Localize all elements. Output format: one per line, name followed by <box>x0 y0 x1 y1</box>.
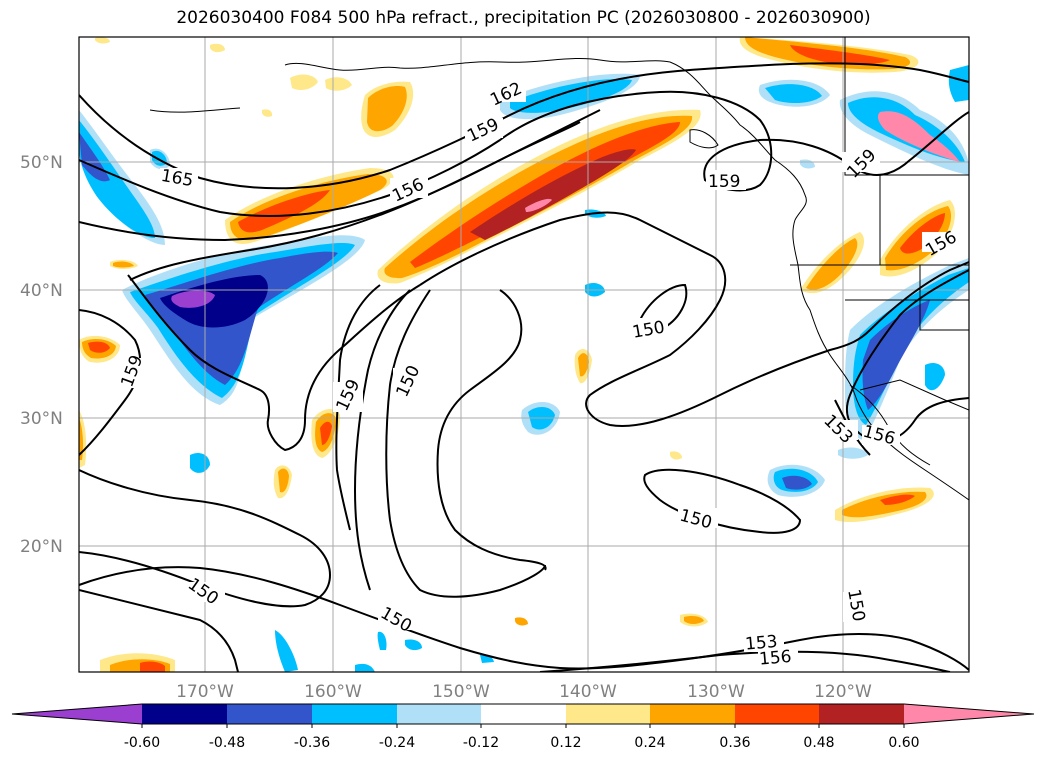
colorbar-bin <box>142 704 227 724</box>
shaded-precipitation <box>79 37 969 672</box>
colorbar-bin <box>735 704 819 724</box>
lat-label: 20°N <box>20 537 63 557</box>
contour-label-156: 156 <box>758 647 792 670</box>
lon-label: 120°W <box>814 682 872 702</box>
colorbar-bin <box>397 704 481 724</box>
colorbar-bin <box>227 704 312 724</box>
colorbar-tick-label: 0.48 <box>803 735 834 751</box>
lon-label: 130°W <box>687 682 745 702</box>
lat-label: 40°N <box>20 281 63 301</box>
lon-label: 170°W <box>176 682 234 702</box>
lat-label: 50°N <box>20 153 63 173</box>
colorbar-bin <box>312 704 397 724</box>
lon-label: 160°W <box>304 682 362 702</box>
colorbar-bin <box>819 704 904 724</box>
longitude-labels: 170°W 160°W 150°W 140°W 130°W 120°W <box>176 682 872 702</box>
colorbar-bin <box>12 704 142 724</box>
coastlines <box>149 37 969 501</box>
colorbar-tick-label: 0.24 <box>634 735 665 751</box>
colorbar-tick-label: 0.60 <box>888 735 919 751</box>
colorbar-bin <box>904 704 1034 724</box>
colorbar-tick-label: -0.24 <box>379 735 415 751</box>
colorbar-bin <box>650 704 735 724</box>
contour-label-153: 153 <box>744 632 778 655</box>
colorbar-tick-label: 0.36 <box>719 735 750 751</box>
negative-anomaly-patches <box>79 65 969 672</box>
colorbar-tick-label: -0.36 <box>294 735 330 751</box>
colorbar-bin <box>481 704 566 724</box>
lat-label: 30°N <box>20 409 63 429</box>
contour-label-boxes <box>116 82 960 667</box>
colorbar-tick-label: 0.12 <box>550 735 581 751</box>
colorbar: -0.60 -0.48 -0.36 -0.24 -0.12 0.12 0.24 … <box>11 703 1035 751</box>
colorbar-tick-label: -0.12 <box>463 735 499 751</box>
map-frame <box>78 36 970 673</box>
colorbar-bin <box>566 704 650 724</box>
lon-label: 150°W <box>432 682 490 702</box>
lon-label: 140°W <box>559 682 617 702</box>
colorbar-tick-label: -0.48 <box>209 735 245 751</box>
graticule <box>79 37 969 672</box>
contour-label-159: 159 <box>708 172 740 192</box>
colorbar-tick-label: -0.60 <box>124 735 160 751</box>
latitude-labels: 50°N 40°N 30°N 20°N <box>20 153 63 557</box>
map-title: 2026030400 F084 500 hPa refract., precip… <box>176 8 871 28</box>
